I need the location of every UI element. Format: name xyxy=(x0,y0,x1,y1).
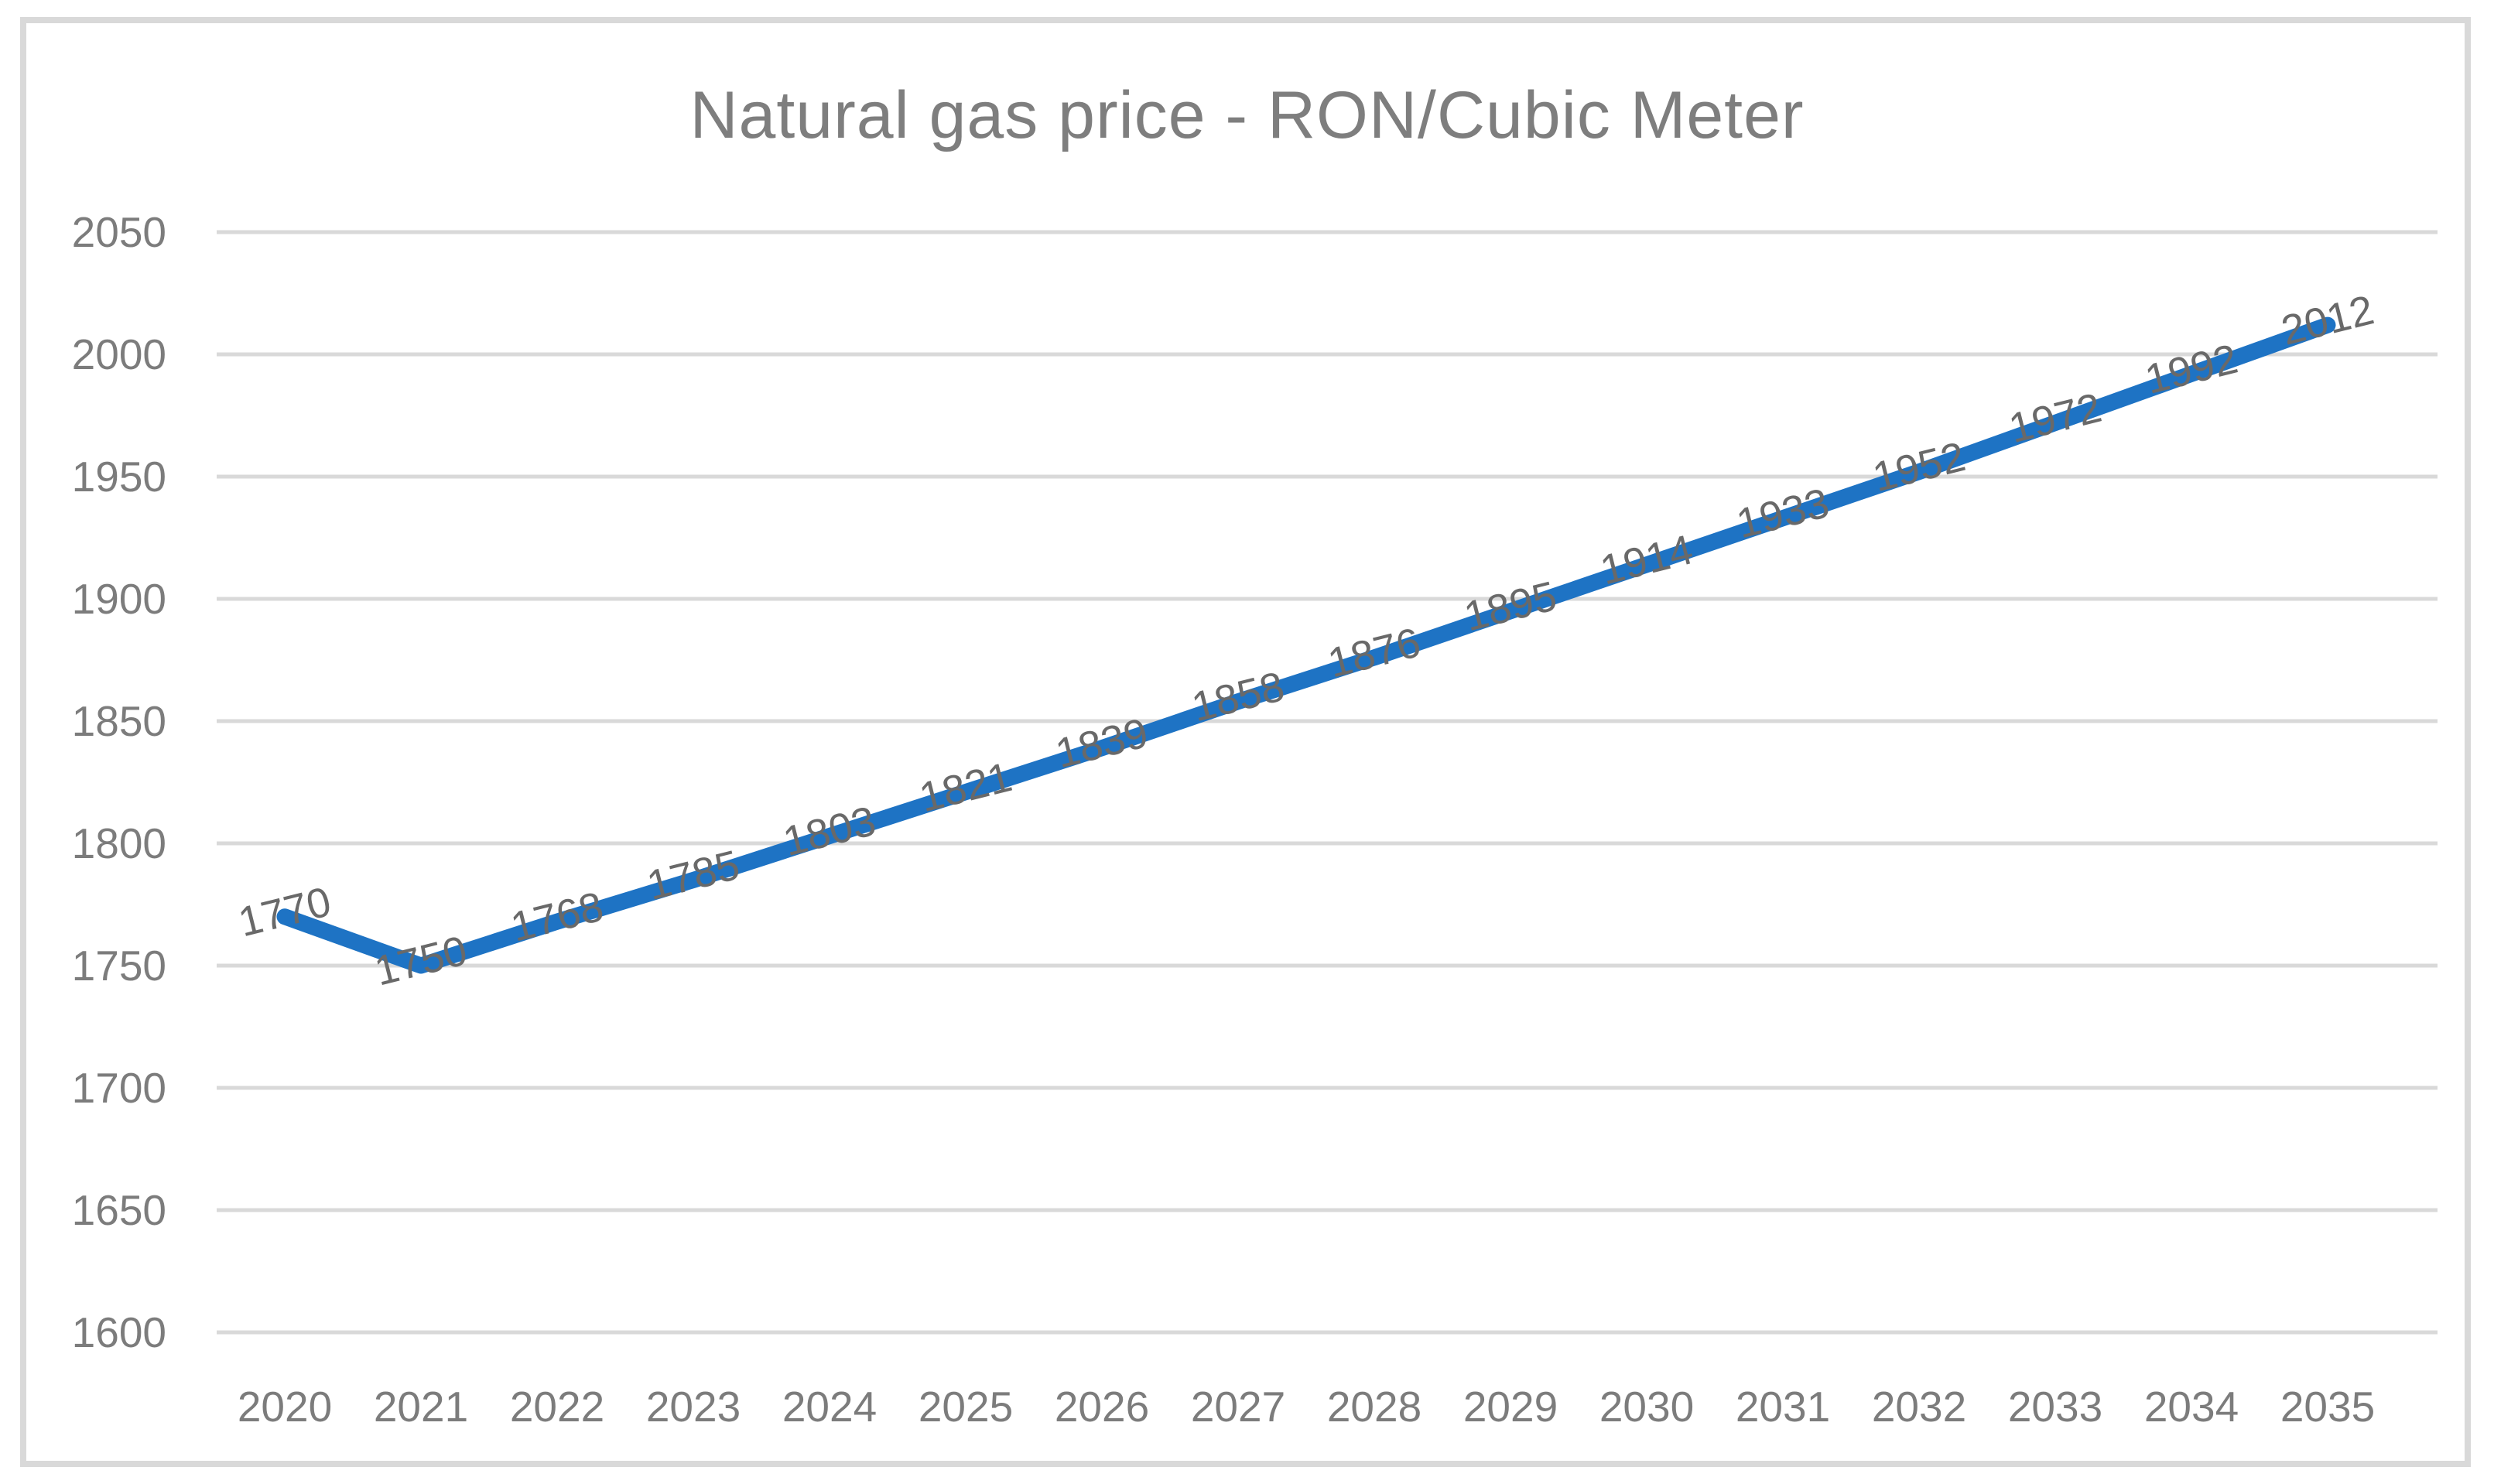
y-axis-tick-label: 1700 xyxy=(72,1064,166,1112)
y-axis-tick-label: 1600 xyxy=(72,1308,166,1356)
data-point-label: 1992 xyxy=(2140,336,2242,403)
x-axis-tick-label: 2023 xyxy=(646,1383,741,1431)
x-axis-tick-label: 2027 xyxy=(1191,1383,1285,1431)
x-axis-tick-label: 2021 xyxy=(374,1383,468,1431)
y-axis-tick-label: 1750 xyxy=(72,942,166,990)
data-point-label: 1876 xyxy=(1323,619,1425,686)
chart-title: Natural gas price - RON/Cubic Meter xyxy=(689,78,1805,152)
data-point-label: 1785 xyxy=(642,842,744,909)
x-axis-tick-label: 2035 xyxy=(2280,1383,2375,1431)
x-axis-tick-label: 2026 xyxy=(1055,1383,1149,1431)
data-point-label: 1750 xyxy=(370,927,471,994)
y-axis-tick-label: 1800 xyxy=(72,819,166,867)
data-point-label: 1933 xyxy=(1732,480,1833,547)
data-point-label: 1914 xyxy=(1596,526,1697,593)
x-axis-tick-label: 2025 xyxy=(919,1383,1013,1431)
x-axis-tick-label: 2029 xyxy=(1463,1383,1558,1431)
data-point-label: 2012 xyxy=(2277,286,2378,354)
y-axis-tick-label: 1650 xyxy=(72,1186,166,1234)
x-axis-tick-label: 2028 xyxy=(1327,1383,1421,1431)
y-axis-tick-label: 2050 xyxy=(72,208,166,256)
data-point-label: 1972 xyxy=(2004,385,2106,452)
series-line xyxy=(276,316,2336,974)
x-axis-tick-label: 2033 xyxy=(2008,1383,2102,1431)
data-point-label: 1803 xyxy=(778,798,880,865)
x-axis-tick-label: 2030 xyxy=(1599,1383,1694,1431)
y-axis-tick-label: 1850 xyxy=(72,697,166,745)
data-point-label: 1952 xyxy=(1868,433,1969,501)
data-point-label: 1895 xyxy=(1459,573,1561,640)
y-axis-tick-label: 1950 xyxy=(72,453,166,501)
x-axis-tick-label: 2024 xyxy=(782,1383,877,1431)
x-axis-tick-label: 2032 xyxy=(1872,1383,1966,1431)
chart-frame xyxy=(20,17,2471,1467)
data-point-label: 1768 xyxy=(506,883,607,950)
x-axis-tick-label: 2022 xyxy=(510,1383,604,1431)
y-axis-tick-label: 1900 xyxy=(72,575,166,623)
x-axis-tick-label: 2031 xyxy=(1736,1383,1830,1431)
x-axis-tick-label: 2034 xyxy=(2144,1383,2239,1431)
data-point-label: 1821 xyxy=(915,754,1016,821)
x-axis-tick-label: 2020 xyxy=(238,1383,332,1431)
y-axis-tick-label: 2000 xyxy=(72,330,166,378)
